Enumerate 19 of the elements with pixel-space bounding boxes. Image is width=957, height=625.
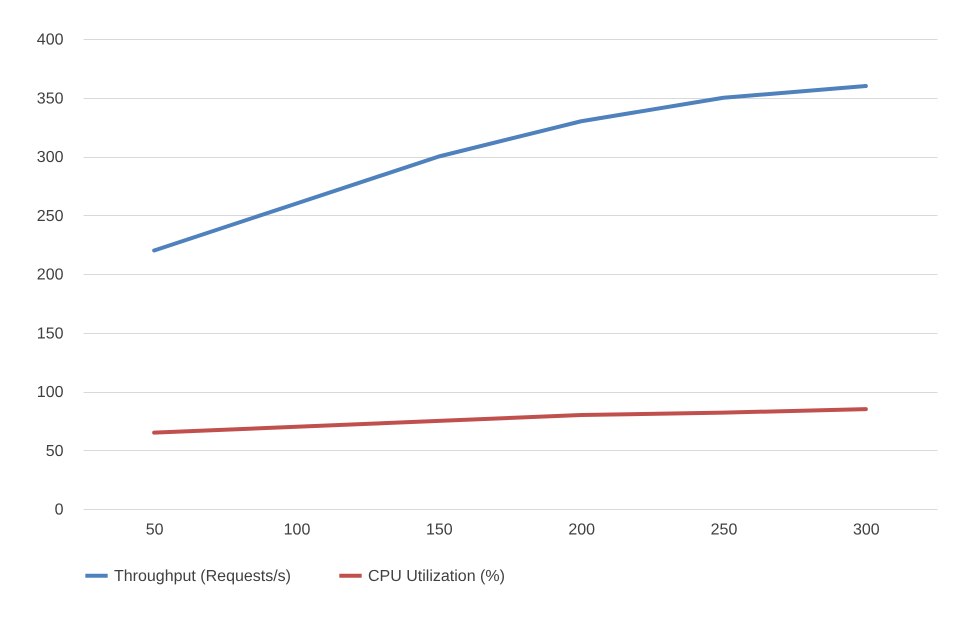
x-tick-label: 100: [284, 522, 310, 538]
line-series: [152, 407, 868, 435]
x-tick-label: 250: [710, 522, 738, 538]
x-tick-label: 300: [852, 522, 880, 538]
legend-label: Throughput (Requests/s): [114, 568, 291, 585]
y-tick-label: 350: [36, 90, 64, 108]
y-tick-label: 200: [36, 266, 64, 284]
y-tick-label: 400: [36, 32, 64, 48]
y-tick-label: 150: [36, 325, 64, 342]
y-tick-label: 250: [36, 208, 64, 225]
y-tick-label: 300: [36, 149, 64, 166]
y-tick-label: 100: [36, 384, 64, 401]
y-tick-label: 50: [46, 442, 64, 460]
x-tick-label: 150: [426, 522, 453, 538]
line-series: [152, 84, 868, 252]
x-tick-label: 200: [568, 522, 596, 538]
legend-label: CPU Utilization (%): [368, 568, 505, 585]
x-tick-label: 50: [146, 522, 164, 538]
y-tick-label: 0: [54, 502, 64, 518]
